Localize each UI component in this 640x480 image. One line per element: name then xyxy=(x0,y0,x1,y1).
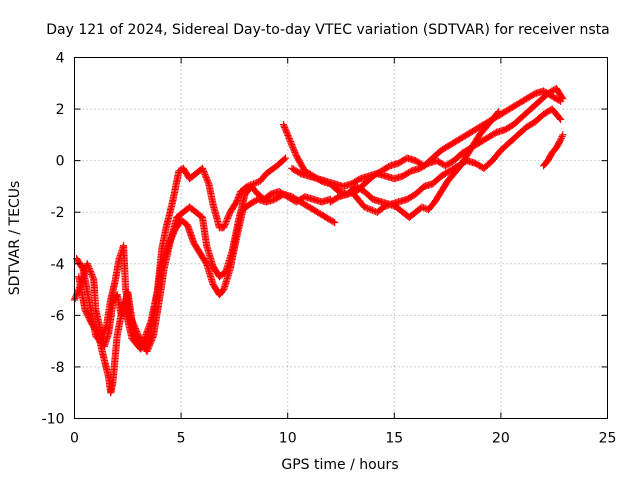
plot-frame xyxy=(74,57,608,419)
y-tick-label: 0 xyxy=(56,154,65,170)
data-point xyxy=(281,154,290,162)
series-arc-6 xyxy=(326,105,565,209)
y-tick-label: -6 xyxy=(51,308,65,324)
x-tick-label: 15 xyxy=(385,431,403,447)
y-tick-label: -10 xyxy=(42,412,65,428)
x-axis-label: GPS time / hours xyxy=(281,457,398,473)
x-tick-label: 5 xyxy=(177,431,186,447)
y-tick-label: -4 xyxy=(51,257,65,273)
series-arc-8 xyxy=(539,131,567,170)
x-tick-label: 10 xyxy=(279,431,297,447)
data-point xyxy=(559,95,567,103)
data-point xyxy=(494,109,502,117)
y-axis-label: SDTVAR / TECUs xyxy=(7,181,23,296)
x-tick-label: 25 xyxy=(599,431,617,447)
data-point xyxy=(556,115,565,123)
series-arc-3 xyxy=(75,190,339,397)
series-arc-1 xyxy=(70,154,290,350)
data-point xyxy=(559,131,567,139)
data-point xyxy=(558,93,566,102)
series-arc-7 xyxy=(348,108,503,221)
plot-area xyxy=(70,84,567,397)
chart-title: Day 121 of 2024, Sidereal Day-to-day VTE… xyxy=(46,22,609,38)
x-tick-label: 20 xyxy=(492,431,510,447)
x-tick-label: 0 xyxy=(70,431,79,447)
y-tick-label: -8 xyxy=(51,360,65,376)
data-point xyxy=(331,218,339,227)
data-point xyxy=(555,114,564,122)
data-point xyxy=(495,108,503,116)
axes: 0 5 10 15 20 25 -10 -8 -6 -4 -2 0 2 4 xyxy=(42,51,617,447)
y-tick-label: -2 xyxy=(51,205,65,221)
series-arc-5 xyxy=(288,84,567,191)
data-point xyxy=(78,264,86,272)
data-point xyxy=(202,258,210,267)
y-tick-label: 2 xyxy=(56,102,65,118)
y-tick-label: 4 xyxy=(56,51,65,67)
data-point xyxy=(280,155,288,163)
data-point xyxy=(93,328,101,336)
